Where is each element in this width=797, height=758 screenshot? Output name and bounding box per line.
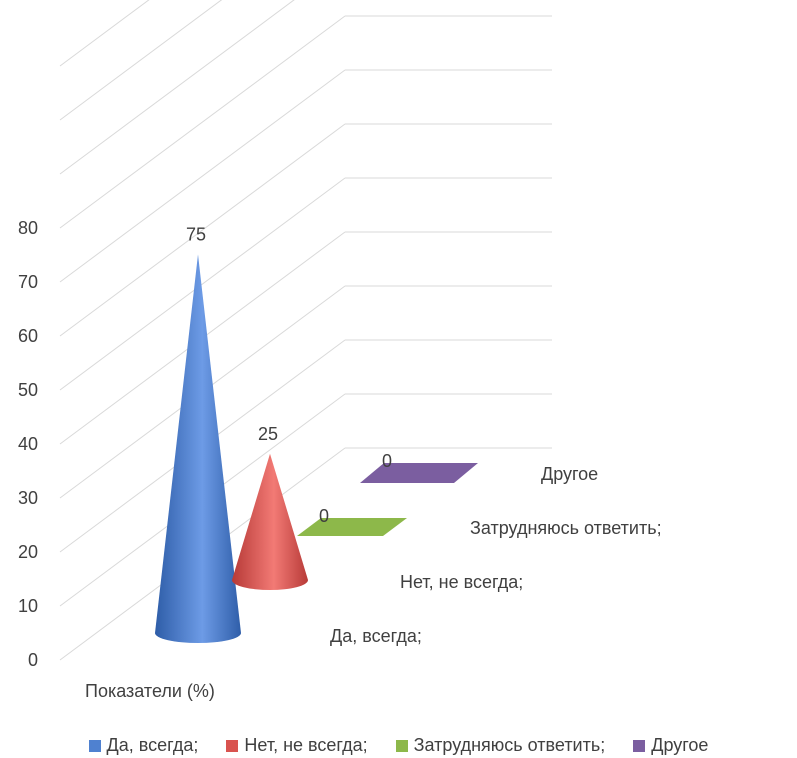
chart-marks (155, 254, 478, 643)
series-axis-label: Да, всегда; (330, 626, 422, 646)
flat-marker-4 (360, 463, 478, 483)
legend-swatch (633, 739, 646, 752)
y-tick-label: 30 (18, 488, 38, 508)
gridline (59, 123, 552, 337)
legend-label: Затрудняюсь ответить; (413, 735, 606, 755)
legend-swatch (88, 739, 101, 752)
legend-swatch (226, 739, 239, 752)
y-tick-label: 70 (18, 272, 38, 292)
chart-canvas: 0 10 20 30 40 50 60 70 80 75 25 0 0 Да, всегда; Нет, … (18, 0, 662, 701)
data-label: 0 (319, 506, 329, 526)
data-label: 0 (382, 451, 392, 471)
flat-marker-3 (297, 518, 407, 536)
data-label: 25 (258, 424, 278, 444)
gridline (59, 447, 552, 661)
gridline (59, 0, 150, 67)
gridlines (59, 0, 552, 661)
gridline (59, 177, 552, 391)
gridline (59, 0, 223, 121)
category-axis-label: Показатели (%) (85, 681, 215, 701)
y-tick-label: 10 (18, 596, 38, 616)
legend-label: Да, всегда; (106, 735, 199, 755)
cone-1 (155, 254, 241, 643)
y-tick-label: 40 (18, 434, 38, 454)
legend-item: Затрудняюсь ответить; (395, 735, 606, 756)
legend: Да, всегда; Нет, не всегда; Затрудняюсь от… (0, 735, 797, 756)
legend-label: Нет, не всегда; (244, 735, 368, 755)
legend-item: Да, всегда; (88, 735, 199, 756)
legend-item: Другое (633, 735, 708, 756)
legend-swatch (395, 739, 408, 752)
y-tick-label: 80 (18, 218, 38, 238)
legend-label: Другое (651, 735, 709, 755)
gridline (59, 69, 552, 283)
data-label: 75 (186, 224, 206, 244)
y-tick-label: 60 (18, 326, 38, 346)
gridline (59, 285, 552, 499)
gridline (59, 15, 552, 229)
data-labels: 75 25 0 0 Да, всегда; Нет, не всегда; Затрудня… (186, 224, 662, 646)
series-axis-label: Другое (541, 464, 598, 484)
y-axis: 0 10 20 30 40 50 60 70 80 (18, 218, 38, 670)
y-tick-label: 0 (28, 650, 38, 670)
gridline (59, 0, 295, 175)
y-tick-label: 50 (18, 380, 38, 400)
legend-item: Нет, не всегда; (226, 735, 368, 756)
y-tick-label: 20 (18, 542, 38, 562)
gridline (59, 231, 552, 445)
series-axis-label: Затрудняюсь ответить; (470, 518, 662, 538)
series-axis-label: Нет, не всегда; (400, 572, 523, 592)
cone-2 (232, 453, 308, 590)
